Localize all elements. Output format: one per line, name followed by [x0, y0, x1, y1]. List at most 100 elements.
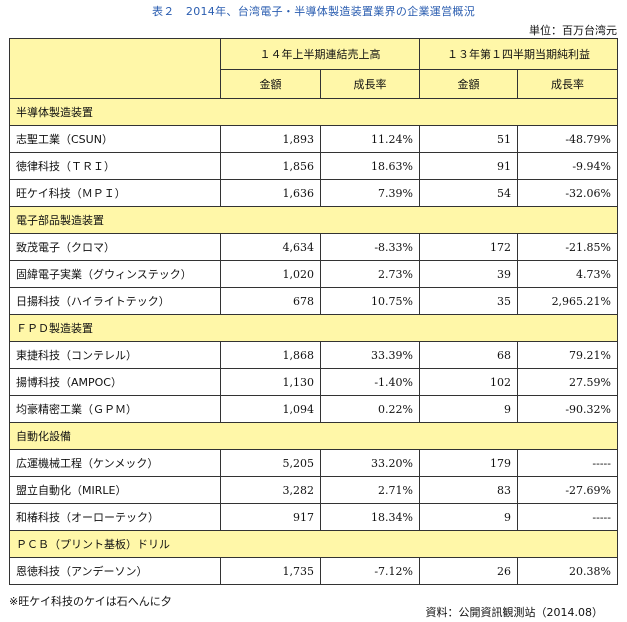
profit-growth-cell: -48.79%	[517, 125, 618, 153]
sales-amount-cell: 3,282	[220, 476, 321, 504]
company-name-cell: 均豪精密工業（ＧＰＭ）	[9, 395, 221, 423]
profit-amount-cell: 102	[419, 368, 518, 396]
profit-amount-cell: 68	[419, 341, 518, 369]
profit-growth-cell: -9.94%	[517, 152, 618, 180]
sales-growth-cell: 2.73%	[320, 260, 420, 288]
header-profit-growth: 成長率	[517, 69, 618, 99]
sales-amount-cell: 1,636	[220, 179, 321, 207]
profit-growth-cell: 79.21%	[517, 341, 618, 369]
company-name-cell: 致茂電子（クロマ）	[9, 233, 221, 261]
section-label: 半導体製造装置	[9, 98, 618, 126]
table-row: 固緯電子実業（グウィンステック） 1,020 2.73% 39 4.73%	[9, 260, 618, 288]
company-name-cell: 東捷科技（コンテレル）	[9, 341, 221, 369]
header-sales-growth: 成長率	[320, 69, 420, 99]
sales-growth-cell: -8.33%	[320, 233, 420, 261]
header-sales-group: １４年上半期連結売上高	[220, 38, 420, 70]
sales-amount-cell: 5,205	[220, 449, 321, 477]
sales-amount-cell: 1,856	[220, 152, 321, 180]
table-row: 均豪精密工業（ＧＰＭ） 1,094 0.22% 9 -90.32%	[9, 395, 618, 423]
table-row: 和椿科技（オーローテック） 917 18.34% 9 -----	[9, 503, 618, 531]
profit-amount-cell: 26	[419, 557, 518, 585]
company-name-cell: 固緯電子実業（グウィンステック）	[9, 260, 221, 288]
section-label: ＰＣＢ（プリント基板）ドリル	[9, 530, 618, 558]
sales-amount-cell: 1,020	[220, 260, 321, 288]
profit-amount-cell: 172	[419, 233, 518, 261]
profit-growth-cell: -27.69%	[517, 476, 618, 504]
section-label: 自動化設備	[9, 422, 618, 450]
company-name-cell: 和椿科技（オーローテック）	[9, 503, 221, 531]
sales-growth-cell: 10.75%	[320, 287, 420, 315]
sales-growth-cell: 33.20%	[320, 449, 420, 477]
section-row: 電子部品製造装置	[9, 206, 618, 234]
sales-growth-cell: 33.39%	[320, 341, 420, 369]
table-row: 致茂電子（クロマ） 4,634 -8.33% 172 -21.85%	[9, 233, 618, 261]
company-name-cell: 日揚科技（ハイライトテック）	[9, 287, 221, 315]
company-name-cell: 揚博科技（AMPOC）	[9, 368, 221, 396]
profit-amount-cell: 51	[419, 125, 518, 153]
profit-amount-cell: 91	[419, 152, 518, 180]
sales-growth-cell: -1.40%	[320, 368, 420, 396]
footnote: ※旺ケイ科技のケイは石へんに夕	[9, 595, 172, 608]
sales-growth-cell: 0.22%	[320, 395, 420, 423]
profit-growth-cell: -90.32%	[517, 395, 618, 423]
profit-growth-cell: 20.38%	[517, 557, 618, 585]
profit-growth-cell: -21.85%	[517, 233, 618, 261]
profit-growth-cell: -----	[517, 449, 618, 477]
company-table: １４年上半期連結売上高 １３年第１四半期当期純利益 金額 成長率 金額 成長率 …	[9, 38, 618, 585]
profit-growth-cell: 2,965.21%	[517, 287, 618, 315]
company-name-cell: 志聖工業（CSUN）	[9, 125, 221, 153]
table-row: 盟立自動化（MIRLE） 3,282 2.71% 83 -27.69%	[9, 476, 618, 504]
table-row: 恩徳科技（アンデーソン） 1,735 -7.12% 26 20.38%	[9, 557, 618, 585]
sales-amount-cell: 1,094	[220, 395, 321, 423]
sales-amount-cell: 1,130	[220, 368, 321, 396]
header-profit-amount: 金額	[419, 69, 518, 99]
sales-amount-cell: 678	[220, 287, 321, 315]
sales-growth-cell: 18.63%	[320, 152, 420, 180]
profit-amount-cell: 179	[419, 449, 518, 477]
profit-amount-cell: 39	[419, 260, 518, 288]
section-row: ＦＰＤ製造装置	[9, 314, 618, 342]
table-row: 旺ケイ科技（ＭＰＩ） 1,636 7.39% 54 -32.06%	[9, 179, 618, 207]
profit-amount-cell: 54	[419, 179, 518, 207]
profit-growth-cell: -----	[517, 503, 618, 531]
company-name-cell: 恩徳科技（アンデーソン）	[9, 557, 221, 585]
source-note: 資料：公開資訊観測站（2014.08）	[425, 606, 604, 619]
sales-growth-cell: -7.12%	[320, 557, 420, 585]
profit-amount-cell: 35	[419, 287, 518, 315]
sales-growth-cell: 7.39%	[320, 179, 420, 207]
table-row: 志聖工業（CSUN） 1,893 11.24% 51 -48.79%	[9, 125, 618, 153]
company-name-cell: 徳律科技（ＴＲＩ）	[9, 152, 221, 180]
table-row: 日揚科技（ハイライトテック） 678 10.75% 35 2,965.21%	[9, 287, 618, 315]
table-row: 東捷科技（コンテレル） 1,868 33.39% 68 79.21%	[9, 341, 618, 369]
table-row: 広運機械工程（ケンメック） 5,205 33.20% 179 -----	[9, 449, 618, 477]
unit-label: 単位：百万台湾元	[529, 24, 617, 37]
section-row: 自動化設備	[9, 422, 618, 450]
company-name-cell: 盟立自動化（MIRLE）	[9, 476, 221, 504]
table-row: 徳律科技（ＴＲＩ） 1,856 18.63% 91 -9.94%	[9, 152, 618, 180]
company-name-cell: 旺ケイ科技（ＭＰＩ）	[9, 179, 221, 207]
company-header-blank	[9, 38, 221, 99]
section-label: 電子部品製造装置	[9, 206, 618, 234]
profit-amount-cell: 9	[419, 503, 518, 531]
profit-growth-cell: 4.73%	[517, 260, 618, 288]
sales-amount-cell: 1,893	[220, 125, 321, 153]
table-title: 表２ 2014年、台湾電子・半導体製造装置業界の企業運営概況	[152, 5, 475, 18]
profit-growth-cell: 27.59%	[517, 368, 618, 396]
sales-amount-cell: 1,868	[220, 341, 321, 369]
profit-amount-cell: 9	[419, 395, 518, 423]
section-row: ＰＣＢ（プリント基板）ドリル	[9, 530, 618, 558]
table-row: 揚博科技（AMPOC） 1,130 -1.40% 102 27.59%	[9, 368, 618, 396]
header-profit-group: １３年第１四半期当期純利益	[419, 38, 618, 70]
sales-growth-cell: 2.71%	[320, 476, 420, 504]
sales-growth-cell: 18.34%	[320, 503, 420, 531]
header-sales-amount: 金額	[220, 69, 321, 99]
sales-amount-cell: 4,634	[220, 233, 321, 261]
section-row: 半導体製造装置	[9, 98, 618, 126]
sales-amount-cell: 917	[220, 503, 321, 531]
section-label: ＦＰＤ製造装置	[9, 314, 618, 342]
profit-growth-cell: -32.06%	[517, 179, 618, 207]
sales-growth-cell: 11.24%	[320, 125, 420, 153]
company-name-cell: 広運機械工程（ケンメック）	[9, 449, 221, 477]
profit-amount-cell: 83	[419, 476, 518, 504]
sales-amount-cell: 1,735	[220, 557, 321, 585]
